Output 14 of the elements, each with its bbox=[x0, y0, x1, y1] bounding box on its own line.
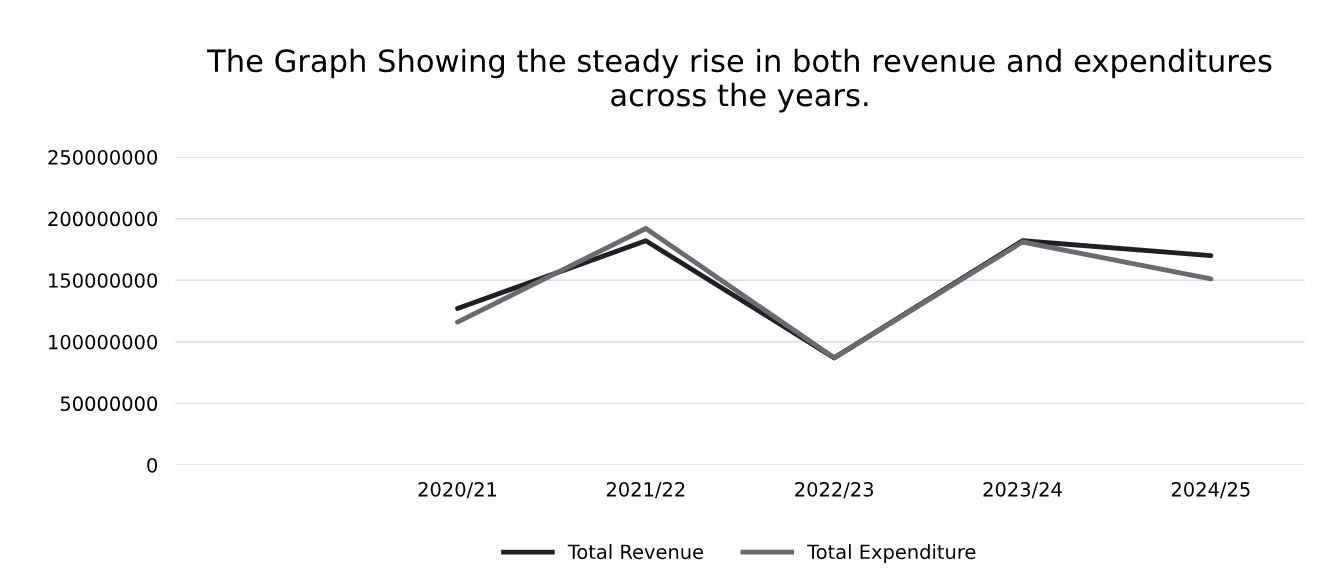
x-tick-label: 2023/24 bbox=[983, 482, 1062, 499]
x-tick-label: 2022/23 bbox=[795, 482, 873, 499]
y-tick-label: 200000000 bbox=[48, 211, 158, 227]
y-tick-label: 100000000 bbox=[49, 334, 158, 350]
y-tick-label: 0 bbox=[147, 457, 158, 473]
x-tick-label: 2020/21 bbox=[418, 482, 497, 499]
y-tick-label: 150000000 bbox=[49, 273, 158, 288]
legend-label: Total Revenue bbox=[567, 544, 704, 560]
legend-label: Total Expenditure bbox=[807, 544, 976, 563]
x-tick-label: 2024/25 bbox=[1171, 482, 1250, 499]
y-tick-label: 50000000 bbox=[60, 396, 158, 412]
chart-title: The Graph Showing the steady rise in both revenue and expenditures across the years. bbox=[207, 48, 1272, 113]
y-tick-label: 250000000 bbox=[48, 149, 158, 165]
x-tick-label: 2021/22 bbox=[606, 482, 685, 499]
